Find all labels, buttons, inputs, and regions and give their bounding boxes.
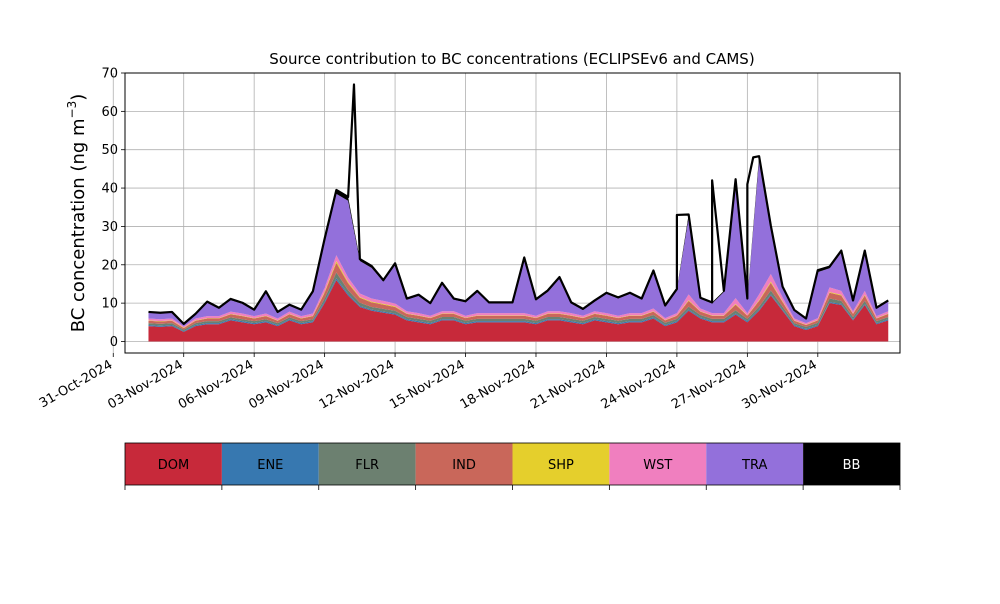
y-axis-label: BC concentration (ng m−3) [65, 94, 89, 333]
x-tick-label: 12-Nov-2024 [317, 357, 397, 412]
legend-label-bb: BB [843, 458, 861, 473]
legend-swatch-flr [318, 443, 416, 485]
x-tick-label: 03-Nov-2024 [105, 357, 185, 412]
y-axis-label-main: BC concentration (ng m [68, 118, 89, 332]
y-tick-label: 0 [110, 335, 118, 350]
legend-label-tra: TRA [741, 458, 767, 473]
legend-label-flr: FLR [355, 458, 379, 473]
legend-swatch-ind [415, 443, 513, 485]
legend-swatch-wst [609, 443, 707, 485]
x-tick-label: 31-Oct-2024 [37, 357, 115, 411]
y-tick-label: 50 [101, 143, 118, 158]
legend-swatch-shp [512, 443, 610, 485]
y-axis-label-superscript: −3 [65, 101, 79, 119]
plot-frame [124, 72, 901, 354]
legend-colorbar: DOM ENE FLR IND SHP WST TRA BB [124, 442, 901, 490]
y-axis-label-close: ) [68, 94, 89, 101]
y-tick-label: 10 [101, 297, 118, 312]
area-tra [148, 160, 889, 327]
x-tick-label: 24-Nov-2024 [599, 357, 679, 412]
x-tick-label: 15-Nov-2024 [387, 357, 467, 412]
total-line [148, 83, 889, 325]
legend-label-wst: WST [643, 458, 672, 473]
total-concentration-line [148, 83, 889, 325]
x-tick-label: 06-Nov-2024 [176, 357, 256, 412]
y-axis-ticks: 0 10 20 30 40 50 60 70 [101, 67, 125, 350]
chart-title: Source contribution to BC concentrations… [269, 50, 754, 68]
legend-swatch-ene [221, 443, 319, 485]
area-ene [148, 278, 889, 332]
legend-label-shp: SHP [548, 458, 574, 473]
area-wst [148, 255, 889, 328]
legend-swatch-dom [125, 443, 222, 485]
y-tick-label: 60 [101, 105, 118, 120]
x-tick-label: 30-Nov-2024 [740, 357, 820, 412]
x-tick-label: 27-Nov-2024 [669, 357, 749, 412]
area-ind [148, 262, 889, 330]
legend-swatch-tra [706, 443, 804, 485]
area-flr [148, 272, 889, 332]
y-tick-label: 40 [101, 182, 118, 197]
legend-frame [124, 442, 901, 486]
y-tick-label: 20 [101, 258, 118, 273]
legend-label-ind: IND [452, 458, 476, 473]
x-tick-label: 09-Nov-2024 [246, 357, 326, 412]
x-tick-label: 21-Nov-2024 [528, 357, 608, 412]
x-axis-ticks: 31-Oct-202403-Nov-202406-Nov-202409-Nov-… [37, 353, 820, 412]
legend-label-dom: DOM [158, 458, 189, 473]
area-dom [148, 280, 889, 342]
stacked-areas [148, 156, 889, 342]
legend-label-ene: ENE [257, 458, 283, 473]
x-tick-label: 18-Nov-2024 [458, 357, 538, 412]
legend-swatch-bb [803, 443, 900, 485]
y-tick-label: 30 [101, 220, 118, 235]
y-tick-label: 70 [101, 67, 118, 82]
